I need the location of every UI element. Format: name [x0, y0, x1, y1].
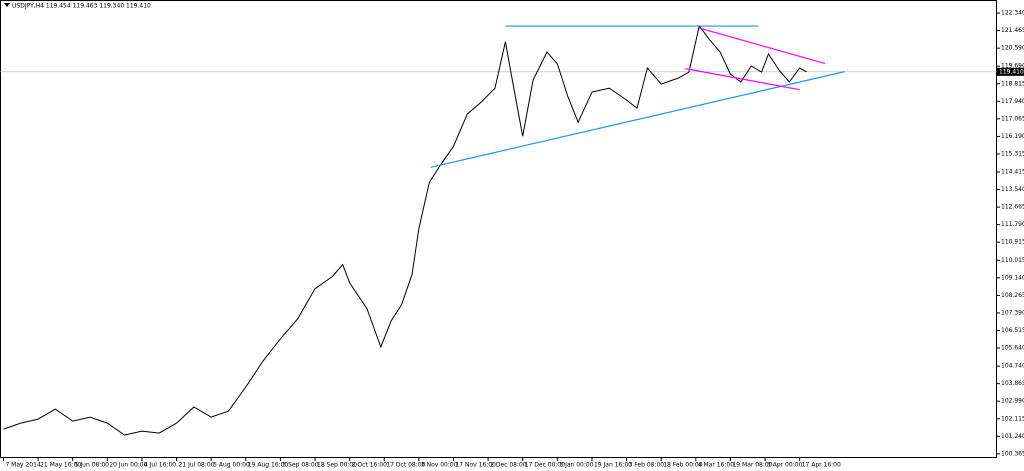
y-tick-label: 109.140	[1001, 274, 1024, 281]
y-tick-label: 112.665	[1001, 204, 1024, 211]
y-tick-label: 100.365	[1001, 450, 1024, 457]
y-tick-label: 102.115	[1001, 415, 1024, 422]
price-label: 119.410	[999, 68, 1024, 75]
y-tick-label: 116.190	[1001, 133, 1024, 140]
x-tick-label: 3 Nov 00:00	[421, 462, 458, 469]
y-tick-label: 108.265	[1001, 292, 1024, 299]
x-tick-label: 5 Aug 00:00	[213, 462, 250, 469]
chart-title: USDJPY,H4 119.454 119.463 119.340 119.41…	[12, 3, 151, 10]
x-tick-label: 7 May 2014	[5, 462, 40, 469]
y-tick-label: 104.740	[1001, 363, 1024, 370]
x-tick-label: 3 Sep 08:00	[282, 462, 318, 469]
y-tick-label: 110.015	[1001, 257, 1024, 264]
trend-line	[430, 71, 845, 168]
y-tick-label: 103.865	[1001, 380, 1024, 387]
x-tick-label: 17 Oct 08:00	[386, 462, 425, 469]
x-tick-label: 4 Mar 16:00	[698, 462, 734, 469]
y-tick-label: 107.390	[1001, 309, 1024, 316]
y-tick-label: 106.515	[1001, 327, 1024, 334]
price-badge	[997, 67, 1024, 76]
x-tick-label: 21 May 16:00	[40, 462, 81, 469]
x-tick-label: 2 Oct 16:00	[352, 462, 387, 469]
x-tick-label: 19 Mar 08:00	[732, 462, 772, 469]
x-tick-label: 20 Jun 00:00	[109, 462, 147, 469]
y-tick-label: 102.990	[1001, 398, 1024, 405]
y-tick-label: 114.415	[1001, 169, 1024, 176]
y-tick-label: 115.315	[1001, 150, 1024, 157]
x-tick-label: 17 Nov 16:00	[455, 462, 496, 469]
y-tick-label: 121.465	[1001, 27, 1024, 34]
x-tick-label: 19 Aug 16:00	[248, 462, 289, 469]
x-tick-label: 2 Dec 08:00	[490, 462, 527, 469]
x-tick-label: 5 Jun 08:00	[75, 462, 109, 469]
x-tick-label: 19 Jan 16:00	[594, 462, 632, 469]
x-tick-label: 3 Apr 00:00	[767, 462, 802, 469]
x-tick-label: 3 Feb 08:00	[629, 462, 665, 469]
y-tick-label: 117.940	[1001, 98, 1024, 105]
trend-line	[699, 27, 826, 64]
y-tick-label: 101.240	[1001, 433, 1024, 440]
y-tick-label: 105.640	[1001, 345, 1024, 352]
x-tick-label: 4 Jul 16:00	[144, 462, 176, 469]
plot-frame	[0, 0, 997, 458]
y-tick-label: 119.690	[1001, 63, 1024, 70]
y-tick-label: 117.065	[1001, 115, 1024, 122]
y-tick-label: 110.915	[1001, 239, 1024, 246]
y-tick-label: 118.815	[1001, 80, 1024, 87]
x-tick-label: 17 Apr 16:00	[802, 462, 841, 469]
x-tick-label: 17 Dec 00:00	[525, 462, 566, 469]
y-tick-label: 122.340	[1001, 10, 1024, 17]
x-tick-label: 18 Sep 00:00	[317, 462, 357, 469]
symbol-menu[interactable]	[4, 3, 10, 7]
y-tick-label: 111.790	[1001, 221, 1024, 228]
x-tick-label: 18 Feb 00:00	[663, 462, 703, 469]
y-tick-label: 120.590	[1001, 45, 1024, 52]
price-series	[3, 24, 807, 436]
x-tick-label: 21 Jul 08:00	[179, 462, 215, 469]
x-tick-label: 5 Jan 00:00	[559, 462, 593, 469]
trend-line	[685, 68, 800, 91]
y-tick-label: 113.540	[1001, 186, 1024, 193]
